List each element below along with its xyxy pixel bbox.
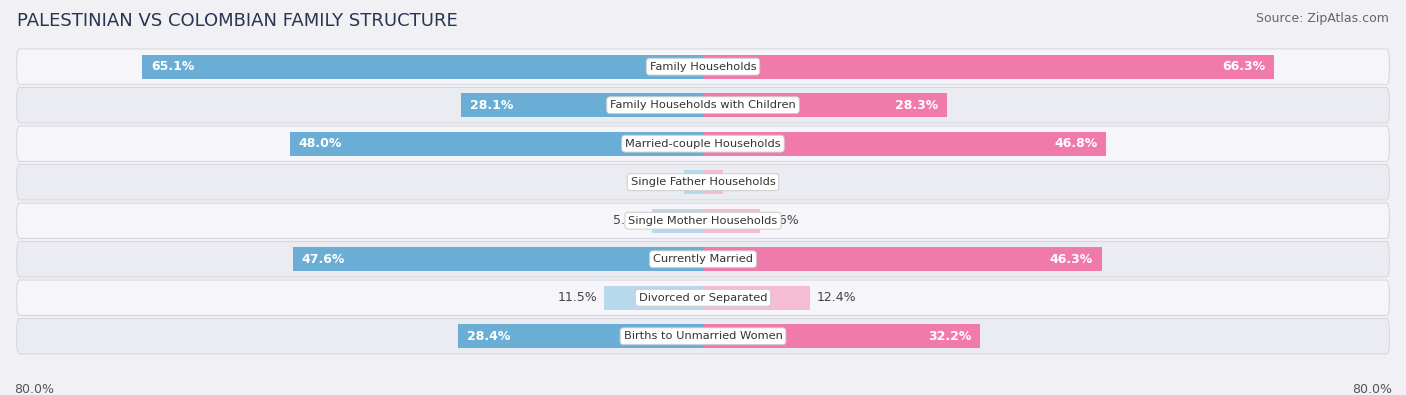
Text: 2.3%: 2.3% <box>730 176 762 189</box>
Text: 6.6%: 6.6% <box>766 214 799 227</box>
FancyBboxPatch shape <box>17 49 1389 85</box>
Text: 28.1%: 28.1% <box>470 99 513 112</box>
Text: Single Mother Households: Single Mother Households <box>628 216 778 226</box>
Text: 65.1%: 65.1% <box>150 60 194 73</box>
Bar <box>703 55 1274 79</box>
Text: 48.0%: 48.0% <box>298 137 342 150</box>
FancyBboxPatch shape <box>17 126 1389 162</box>
Bar <box>703 170 723 194</box>
Text: Family Households with Children: Family Households with Children <box>610 100 796 110</box>
Bar <box>605 286 703 310</box>
Text: Currently Married: Currently Married <box>652 254 754 264</box>
FancyBboxPatch shape <box>17 164 1389 200</box>
Text: Divorced or Separated: Divorced or Separated <box>638 293 768 303</box>
Text: 47.6%: 47.6% <box>302 253 344 266</box>
Legend: Palestinian, Colombian: Palestinian, Colombian <box>605 394 801 395</box>
Text: 66.3%: 66.3% <box>1222 60 1265 73</box>
Text: 32.2%: 32.2% <box>928 330 972 343</box>
Text: PALESTINIAN VS COLOMBIAN FAMILY STRUCTURE: PALESTINIAN VS COLOMBIAN FAMILY STRUCTUR… <box>17 12 457 30</box>
Text: 46.3%: 46.3% <box>1050 253 1092 266</box>
Text: 11.5%: 11.5% <box>557 291 598 304</box>
FancyBboxPatch shape <box>17 241 1389 277</box>
FancyBboxPatch shape <box>17 280 1389 316</box>
Bar <box>703 93 946 117</box>
FancyBboxPatch shape <box>17 87 1389 123</box>
Text: Single Father Households: Single Father Households <box>631 177 775 187</box>
Bar <box>703 286 810 310</box>
Text: 46.8%: 46.8% <box>1054 137 1098 150</box>
Text: Births to Unmarried Women: Births to Unmarried Women <box>624 331 782 341</box>
Bar <box>703 247 1102 271</box>
Text: 28.3%: 28.3% <box>894 99 938 112</box>
Bar <box>703 209 759 233</box>
Bar <box>290 132 703 156</box>
Text: Married-couple Households: Married-couple Households <box>626 139 780 149</box>
Text: Source: ZipAtlas.com: Source: ZipAtlas.com <box>1256 12 1389 25</box>
Bar <box>142 55 703 79</box>
Text: Family Households: Family Households <box>650 62 756 71</box>
Bar <box>292 247 703 271</box>
Bar <box>703 324 980 348</box>
Bar <box>461 93 703 117</box>
Bar <box>685 170 703 194</box>
Text: 12.4%: 12.4% <box>817 291 856 304</box>
Text: 80.0%: 80.0% <box>1353 383 1392 395</box>
Text: 28.4%: 28.4% <box>467 330 510 343</box>
Text: 5.9%: 5.9% <box>613 214 645 227</box>
FancyBboxPatch shape <box>17 203 1389 239</box>
Text: 2.2%: 2.2% <box>645 176 678 189</box>
Bar <box>458 324 703 348</box>
Bar <box>703 132 1107 156</box>
FancyBboxPatch shape <box>17 318 1389 354</box>
Bar <box>652 209 703 233</box>
Text: 80.0%: 80.0% <box>14 383 53 395</box>
